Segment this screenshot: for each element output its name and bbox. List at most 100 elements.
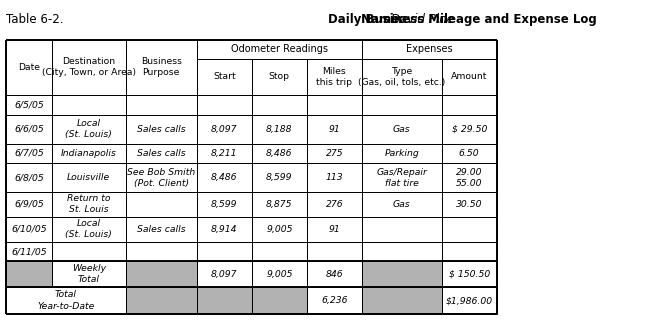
Bar: [362, 59, 441, 95]
Bar: [52, 95, 126, 115]
Bar: [252, 59, 307, 95]
Bar: [307, 163, 362, 192]
Text: 8,599: 8,599: [266, 173, 292, 182]
Bar: [7, 95, 52, 115]
Bar: [441, 261, 496, 288]
Bar: [7, 242, 52, 261]
Text: Sales calls: Sales calls: [137, 225, 186, 234]
Text: 6,236: 6,236: [321, 296, 347, 305]
Text: 276: 276: [326, 200, 343, 209]
Bar: [362, 163, 441, 192]
Text: 846: 846: [326, 270, 343, 279]
Bar: [252, 261, 307, 288]
Bar: [441, 115, 496, 143]
Text: 30.50: 30.50: [456, 200, 483, 209]
Text: 113: 113: [326, 173, 343, 182]
Text: Local
(St. Louis): Local (St. Louis): [65, 219, 112, 239]
Text: Parking: Parking: [385, 149, 419, 158]
Bar: [441, 39, 496, 59]
Bar: [362, 261, 441, 288]
Bar: [52, 39, 126, 59]
Text: 8,097: 8,097: [211, 270, 237, 279]
Bar: [307, 261, 362, 288]
Text: Gas: Gas: [393, 200, 411, 209]
Text: 8,211: 8,211: [211, 149, 237, 158]
Text: Daily Business Mileage and Expense Log: Daily Business Mileage and Expense Log: [328, 13, 596, 26]
Bar: [7, 39, 52, 59]
Bar: [52, 242, 126, 261]
Bar: [126, 261, 197, 288]
Bar: [441, 217, 496, 242]
Text: Gas/Repair
flat tire: Gas/Repair flat tire: [377, 168, 427, 188]
Text: 8,486: 8,486: [211, 173, 237, 182]
Text: 9,005: 9,005: [266, 225, 292, 234]
Text: Sales calls: Sales calls: [137, 125, 186, 134]
Bar: [197, 242, 252, 261]
Text: 91: 91: [328, 225, 340, 234]
Bar: [52, 59, 126, 95]
Text: 8,188: 8,188: [266, 125, 292, 134]
Text: See Bob Smith
(Pot. Client): See Bob Smith (Pot. Client): [127, 168, 196, 188]
Bar: [252, 115, 307, 143]
Bar: [362, 288, 441, 314]
Bar: [126, 115, 197, 143]
Text: Total
Year-to-Date: Total Year-to-Date: [37, 291, 95, 311]
Text: 6.50: 6.50: [459, 149, 479, 158]
Text: 8,097: 8,097: [211, 125, 237, 134]
Bar: [307, 192, 362, 217]
Bar: [197, 39, 252, 59]
Text: Indianapolis: Indianapolis: [61, 149, 117, 158]
Bar: [197, 115, 252, 143]
Text: 6/7/05: 6/7/05: [14, 149, 44, 158]
Text: Stop: Stop: [269, 73, 290, 82]
Bar: [307, 59, 362, 95]
Bar: [52, 163, 126, 192]
Bar: [126, 217, 197, 242]
Bar: [126, 39, 197, 59]
Bar: [362, 242, 441, 261]
Bar: [197, 217, 252, 242]
Text: 6/10/05: 6/10/05: [11, 225, 47, 234]
Text: Date: Date: [18, 63, 40, 72]
Text: 9,005: 9,005: [266, 270, 292, 279]
Text: Weekly
Total: Weekly Total: [72, 265, 106, 284]
Text: 8,486: 8,486: [266, 149, 292, 158]
Bar: [52, 261, 126, 288]
Text: Destination
(City, Town, or Area): Destination (City, Town, or Area): [42, 57, 136, 77]
Bar: [441, 242, 496, 261]
Bar: [252, 288, 307, 314]
Text: Gas: Gas: [393, 125, 411, 134]
Text: Miles
this trip: Miles this trip: [317, 67, 353, 87]
Bar: [307, 143, 362, 163]
Bar: [197, 288, 252, 314]
Bar: [7, 217, 52, 242]
Bar: [441, 143, 496, 163]
Text: 6/5/05: 6/5/05: [14, 100, 44, 110]
Text: 8,914: 8,914: [211, 225, 237, 234]
Text: Name:: Name:: [360, 13, 412, 26]
Text: Start: Start: [213, 73, 235, 82]
Text: $ 150.50: $ 150.50: [449, 270, 490, 279]
Bar: [307, 242, 362, 261]
Bar: [441, 59, 496, 95]
Bar: [52, 143, 126, 163]
Bar: [197, 261, 252, 288]
Bar: [7, 192, 52, 217]
Bar: [441, 192, 496, 217]
Bar: [362, 115, 441, 143]
Text: 6/8/05: 6/8/05: [14, 173, 44, 182]
Text: 91: 91: [328, 125, 340, 134]
Text: 6/6/05: 6/6/05: [14, 125, 44, 134]
Text: Amount: Amount: [451, 73, 487, 82]
Bar: [307, 95, 362, 115]
Bar: [197, 192, 252, 217]
Bar: [126, 143, 197, 163]
Bar: [52, 217, 126, 242]
Bar: [307, 288, 362, 314]
Text: 6/9/05: 6/9/05: [14, 200, 44, 209]
Text: 6/11/05: 6/11/05: [11, 247, 47, 256]
Text: 275: 275: [326, 149, 343, 158]
Text: 8,599: 8,599: [211, 200, 237, 209]
Bar: [252, 242, 307, 261]
Bar: [252, 39, 307, 59]
